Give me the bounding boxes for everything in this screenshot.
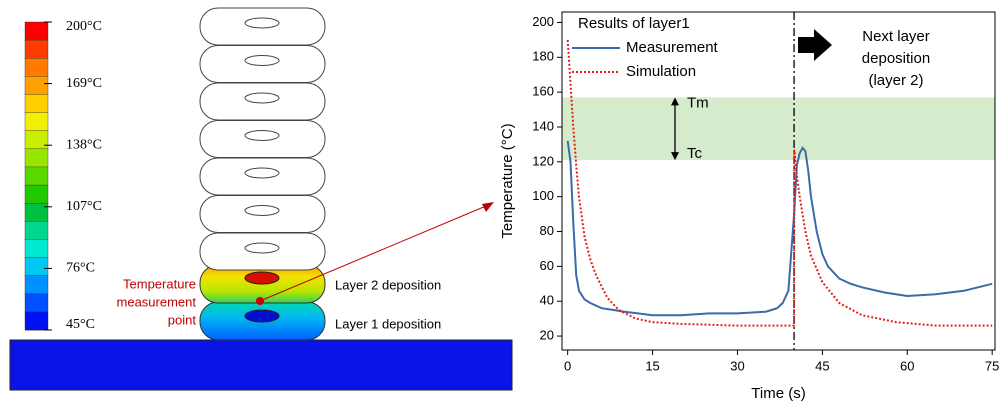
layer-outline — [199, 82, 326, 121]
pointer-line — [259, 205, 487, 302]
colorbar-band — [24, 21, 49, 41]
x-tick-label: 75 — [985, 358, 999, 373]
legend-title: Results of layer1 — [578, 15, 690, 32]
layer-core — [244, 17, 280, 29]
x-tick-label: 15 — [645, 358, 659, 373]
future-layers — [199, 7, 326, 271]
pointer-head — [482, 202, 494, 212]
colorbar-label: 169°C — [66, 76, 102, 91]
colorbar-band — [24, 293, 49, 313]
y-tick-label: 200 — [532, 14, 554, 29]
layer-label: Layer 2 deposition — [335, 277, 441, 292]
layer-outline — [199, 157, 326, 196]
band-label: Tc — [687, 145, 703, 162]
legend-label: Measurement — [626, 39, 719, 56]
shaded-band — [562, 97, 995, 161]
series-line — [566, 39, 993, 327]
colorbar-band — [24, 239, 49, 259]
y-tick-label: 80 — [540, 223, 554, 238]
colorbar-band — [24, 275, 49, 295]
x-axis-label: Time (s) — [751, 385, 805, 402]
y-tick-label: 60 — [540, 258, 554, 273]
colorbar-band — [24, 311, 49, 331]
band-arrow-head — [671, 97, 679, 106]
colorbar-band — [24, 39, 49, 59]
colorbar-band — [24, 202, 49, 222]
colorbar-band — [24, 94, 49, 114]
y-tick-label: 120 — [532, 153, 554, 168]
layer-2-core — [244, 271, 280, 285]
x-tick-label: 30 — [730, 358, 744, 373]
colorbar-label: 200°C — [66, 19, 102, 34]
layer-label: Layer 1 deposition — [335, 316, 441, 331]
substrate — [9, 339, 513, 391]
plot-frame — [561, 11, 996, 351]
series-line — [566, 140, 993, 317]
next-arrow — [798, 29, 832, 61]
colorbar-band — [24, 166, 49, 186]
colorbar-label: 76°C — [66, 261, 95, 276]
y-tick-label: 40 — [540, 293, 554, 308]
y-axis-label: Temperature (°C) — [499, 123, 516, 238]
x-tick-label: 60 — [900, 358, 914, 373]
band-label: Tm — [687, 94, 709, 111]
colorbar-label: 138°C — [66, 137, 102, 152]
colorbar-band — [24, 257, 49, 277]
point-label: measurement — [117, 294, 197, 309]
layer-core — [244, 130, 280, 141]
point-label: Temperature — [123, 276, 196, 291]
colorbar-band — [24, 130, 49, 150]
layer-outline — [199, 232, 326, 271]
colorbar-band — [24, 184, 49, 204]
layer-1-core — [244, 309, 280, 323]
colorbar-label: 107°C — [66, 199, 102, 214]
y-tick-label: 140 — [532, 118, 554, 133]
annotation: deposition — [862, 50, 930, 67]
point-label: point — [168, 312, 197, 327]
layer-outline — [199, 45, 326, 83]
x-tick-label: 0 — [564, 358, 571, 373]
y-tick-label: 20 — [540, 327, 554, 342]
y-tick-label: 160 — [532, 84, 554, 99]
measurement-point — [256, 297, 264, 305]
y-tick-label: 100 — [532, 188, 554, 203]
chart: 20 40 60 80 100 120 140 160 180 200 0 15 30 45 60 75 Res… — [499, 11, 999, 402]
colorbar: 200°C 169°C 138°C 107°C 76°C 45°C — [24, 19, 102, 332]
colorbar-label: 45°C — [66, 317, 95, 332]
colorbar-band — [24, 148, 49, 168]
colorbar-band — [24, 221, 49, 240]
layer-outline — [199, 7, 326, 46]
y-tick-label: 180 — [532, 49, 554, 64]
colorbar-band — [24, 112, 49, 132]
annotation: Next layer — [862, 28, 930, 45]
layer-outline — [199, 195, 326, 233]
layer-core — [244, 167, 280, 179]
colorbar-band — [24, 76, 49, 95]
colorbar-band — [24, 58, 49, 77]
layer-core — [244, 242, 280, 254]
annotation: (layer 2) — [868, 72, 923, 89]
layer-core — [244, 205, 280, 216]
layer-core — [244, 92, 280, 104]
layer-core — [244, 55, 280, 66]
legend-label: Simulation — [626, 63, 696, 80]
band-arrow-head — [671, 152, 679, 161]
x-tick-label: 45 — [815, 358, 829, 373]
layer-outline — [199, 120, 326, 158]
